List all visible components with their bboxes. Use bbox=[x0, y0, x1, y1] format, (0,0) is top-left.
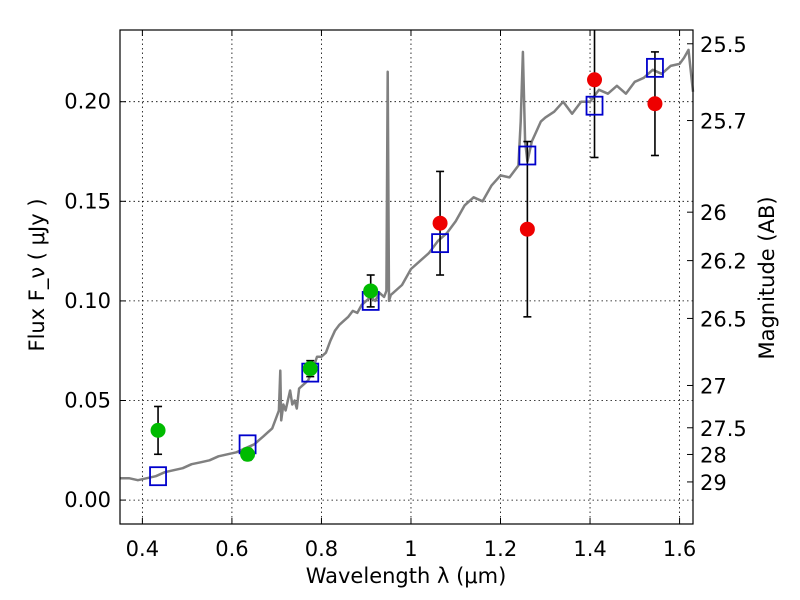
green-data-point bbox=[302, 361, 318, 377]
y2-tick-label: 25.5 bbox=[700, 33, 747, 57]
y2-tick-label: 25.7 bbox=[700, 110, 747, 134]
y-tick-label: 0.00 bbox=[64, 488, 111, 512]
y-tick-label: 0.20 bbox=[64, 90, 111, 114]
grid bbox=[120, 30, 693, 524]
plot-frame bbox=[119, 29, 694, 525]
red-data-point bbox=[587, 72, 603, 88]
y2-tick-label: 26 bbox=[700, 201, 727, 225]
spectrum-line bbox=[120, 48, 695, 482]
x-axis-label: Wavelength λ (μm) bbox=[306, 564, 507, 588]
photometry-point-layer bbox=[150, 72, 663, 462]
model-square bbox=[646, 57, 664, 78]
model-square bbox=[518, 145, 537, 166]
red-data-point bbox=[647, 96, 663, 112]
spectrum-layer bbox=[120, 48, 695, 482]
green-data-point bbox=[363, 283, 379, 299]
errorbar-layer bbox=[154, 30, 659, 462]
green-data-point bbox=[150, 422, 166, 438]
red-data-point bbox=[519, 221, 535, 237]
y-tick-label: 0.10 bbox=[64, 289, 111, 313]
y2-tick-label: 27 bbox=[700, 374, 727, 398]
y2-tick-label: 27.5 bbox=[700, 417, 747, 441]
y-axis-label: Flux F_ν ( μJy ) bbox=[25, 198, 50, 351]
green-data-point bbox=[240, 446, 256, 462]
model-square bbox=[149, 466, 167, 487]
y-tick-label: 0.05 bbox=[64, 389, 111, 413]
model-square bbox=[585, 95, 604, 116]
tick-labels: 0.4 0.6 0.8 1 1.2 1.4 1.6 0.00 0.05 0.10 0.15 0.20 2… bbox=[64, 33, 747, 561]
y2-tick-label: 29 bbox=[700, 471, 727, 495]
x-tick-label: 1 bbox=[404, 537, 417, 561]
model-square-layer bbox=[149, 57, 664, 487]
x-tick-label: 1.2 bbox=[484, 537, 517, 561]
y-tick-label: 0.15 bbox=[64, 189, 111, 213]
x-tick-label: 1.4 bbox=[573, 537, 606, 561]
y2-axis-label: Magnitude (AB) bbox=[755, 196, 779, 359]
x-tick-label: 1.6 bbox=[663, 537, 696, 561]
y2-tick-label: 26.5 bbox=[700, 307, 747, 331]
y2-tick-label: 26.2 bbox=[700, 250, 747, 274]
y2-tick-label: 28 bbox=[700, 443, 727, 467]
x-tick-label: 0.4 bbox=[126, 537, 159, 561]
ticks bbox=[120, 30, 693, 524]
model-square bbox=[431, 233, 449, 254]
x-tick-label: 0.8 bbox=[305, 537, 338, 561]
x-tick-label: 0.6 bbox=[215, 537, 248, 561]
red-data-point bbox=[432, 215, 448, 231]
